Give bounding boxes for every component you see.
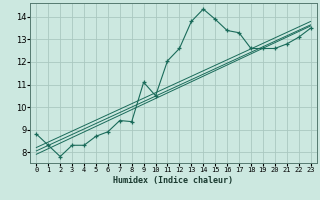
X-axis label: Humidex (Indice chaleur): Humidex (Indice chaleur) bbox=[114, 176, 234, 185]
